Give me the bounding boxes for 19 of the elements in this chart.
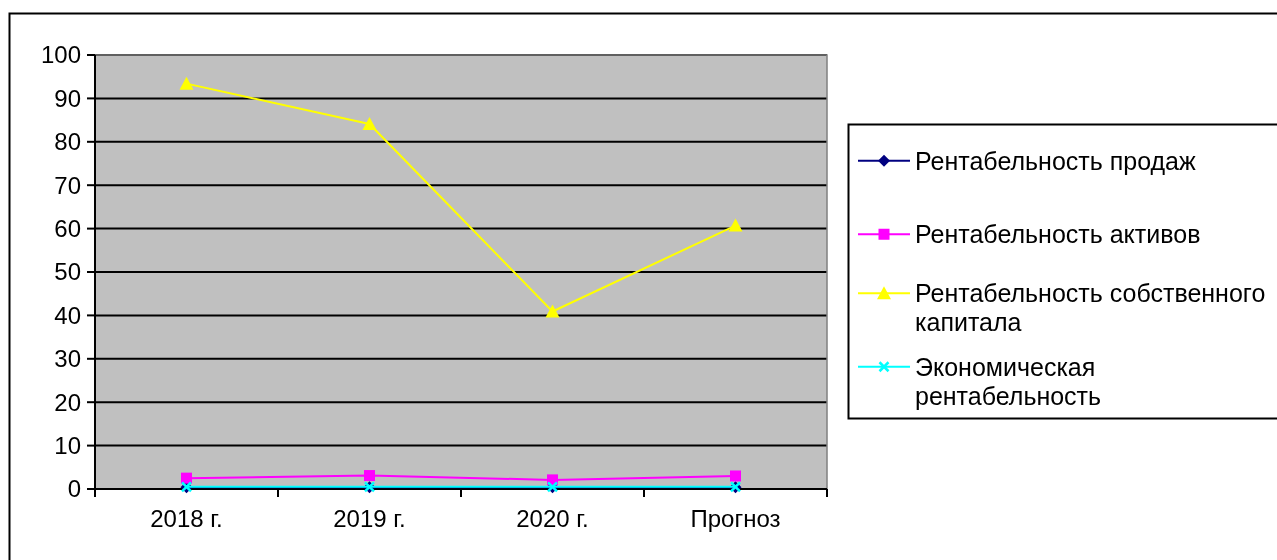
y-tick-label: 70 xyxy=(54,171,81,199)
x-tick-label: Прогноз xyxy=(690,505,781,532)
y-tick-label: 50 xyxy=(54,258,81,286)
y-tick-label: 40 xyxy=(54,301,81,329)
legend-label: Рентабельность активов xyxy=(915,220,1201,248)
y-tick-label: 10 xyxy=(54,432,81,459)
y-tick-label: 100 xyxy=(40,41,81,69)
legend-label: Рентабельность продаж xyxy=(915,146,1196,175)
legend-label: Экономическая рентабельность xyxy=(915,352,1102,410)
y-tick-label: 20 xyxy=(54,388,81,416)
y-tick-label: 30 xyxy=(54,345,81,373)
y-tick-label: 0 xyxy=(67,475,81,503)
x-tick-label: 2018 г. xyxy=(150,505,223,532)
y-tick-label: 80 xyxy=(54,128,81,156)
x-tick-label: 2020 г. xyxy=(516,505,589,532)
x-tick-label: 2019 г. xyxy=(333,505,406,532)
legend-label: Рентабельность собственного капитала xyxy=(915,279,1266,336)
y-tick-label: 60 xyxy=(54,215,81,242)
y-tick-label: 90 xyxy=(54,84,81,112)
